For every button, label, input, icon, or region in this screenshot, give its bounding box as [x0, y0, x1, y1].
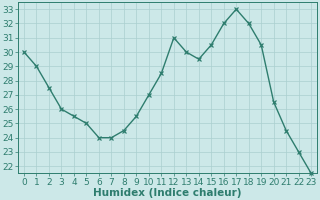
X-axis label: Humidex (Indice chaleur): Humidex (Indice chaleur) [93, 188, 242, 198]
